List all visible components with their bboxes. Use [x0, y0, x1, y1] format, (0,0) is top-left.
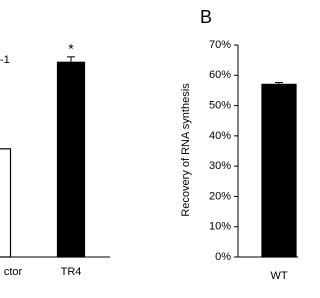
y-tick-label: 60% [209, 69, 231, 81]
bar [56, 61, 86, 258]
annotation: -1 [0, 54, 10, 66]
significance-mark: * [68, 41, 74, 57]
panel-label: B [200, 7, 212, 27]
figure: -1 * B Recovery of RNA synthesis ctor TR4… [0, 7, 298, 282]
y-tick-label: 10% [209, 221, 231, 233]
y-tick-label: 0% [215, 251, 231, 263]
x-tick-label: TR4 [61, 266, 82, 278]
y-axis-label: Recovery of RNA synthesis [180, 83, 192, 217]
y-tick-label: 20% [209, 190, 231, 202]
x-tick-label: ctor [4, 266, 23, 278]
bar [0, 148, 12, 258]
bar [261, 83, 297, 258]
y-tick-label: 70% [209, 39, 231, 51]
y-tick-label: 50% [209, 99, 231, 111]
y-tick-label: 40% [209, 130, 231, 142]
x-tick-label: WT [270, 270, 287, 282]
y-tick-label: 30% [209, 160, 231, 172]
